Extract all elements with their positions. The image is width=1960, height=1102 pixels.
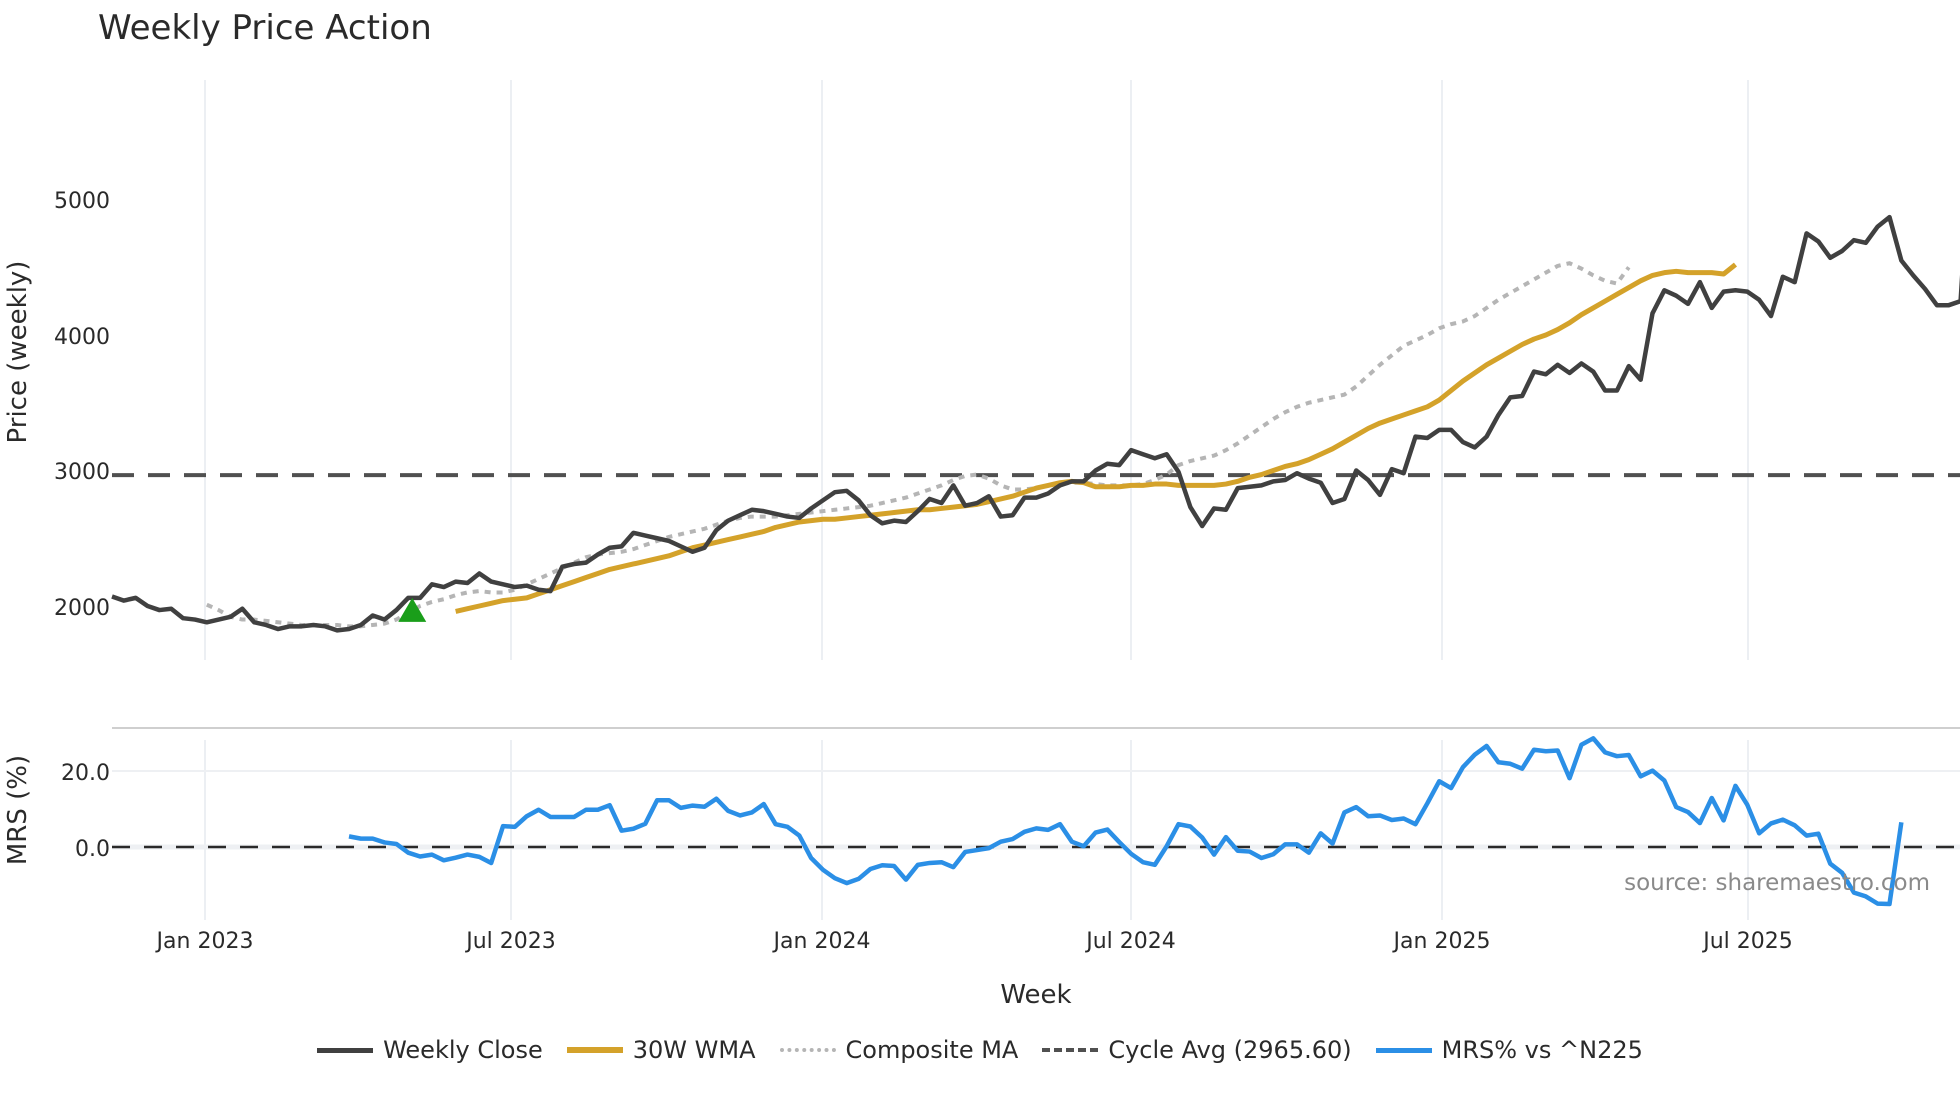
xtick-jan-2023: Jan 2023 <box>155 929 254 954</box>
xtick-jul-2025: Jul 2025 <box>1701 929 1793 954</box>
mrs-swatch-icon <box>1375 1047 1432 1053</box>
cycle-avg-swatch-icon <box>1042 1048 1099 1052</box>
legend-label: 30W WMA <box>632 1036 756 1064</box>
weekly-close-line <box>111 214 1960 633</box>
price-ytick-2000: 2000 <box>54 596 110 621</box>
xtick-jan-2024: Jan 2024 <box>772 929 871 954</box>
composite-ma-line <box>205 261 1631 629</box>
xtick-jul-2023: Jul 2023 <box>464 929 556 954</box>
chart-title: Weekly Price Action <box>98 8 432 48</box>
price-ytick-3000: 3000 <box>54 460 110 485</box>
legend-item-weekly-close[interactable]: Weekly Close <box>317 1036 543 1064</box>
xtick-jul-2024: Jul 2024 <box>1084 929 1176 954</box>
vertical-gridlines <box>204 80 1749 920</box>
legend-label: Cycle Avg (2965.60) <box>1108 1036 1352 1064</box>
weekly-close-swatch-icon <box>317 1047 374 1053</box>
price-ytick-4000: 4000 <box>54 325 110 350</box>
legend-item-30w-wma[interactable]: 30W WMA <box>566 1036 756 1064</box>
x-axis-label: Week <box>1000 980 1071 1010</box>
price-ytick-5000: 5000 <box>54 189 110 214</box>
mrs-ytick-20: 20.0 <box>61 761 110 786</box>
mrs-y-axis-label: MRS (%) <box>3 755 33 865</box>
legend-label: Composite MA <box>845 1036 1019 1064</box>
wma-swatch-icon <box>566 1047 623 1053</box>
mrs-line <box>348 736 1904 907</box>
legend-item-cycle-avg[interactable]: Cycle Avg (2965.60) <box>1042 1036 1352 1064</box>
price-y-axis-label: Price (weekly) <box>3 261 33 444</box>
composite-ma-swatch-icon <box>779 1048 836 1052</box>
series-layer <box>111 214 1960 907</box>
wma-line <box>455 262 1738 614</box>
legend-item-composite-ma[interactable]: Composite MA <box>779 1036 1019 1064</box>
legend-label: Weekly Close <box>383 1036 543 1064</box>
buy-signal-triangle-icon <box>398 597 427 622</box>
mrs-ytick-0: 0.0 <box>75 837 110 862</box>
legend: Weekly Close 30W WMA Composite MA Cycle … <box>0 1036 1960 1064</box>
source-note: source: sharemaestro.com <box>1624 870 1930 896</box>
xtick-jan-2025: Jan 2025 <box>1392 929 1491 954</box>
legend-item-mrs[interactable]: MRS% vs ^N225 <box>1375 1036 1643 1064</box>
legend-label: MRS% vs ^N225 <box>1441 1036 1643 1064</box>
